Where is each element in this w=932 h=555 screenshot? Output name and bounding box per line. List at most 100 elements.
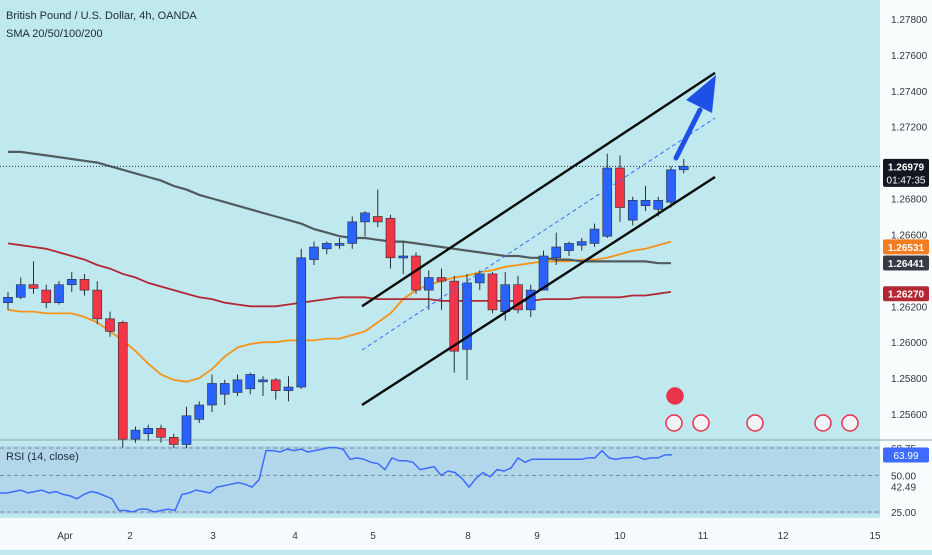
price-label-text: 1.26979 — [888, 162, 925, 173]
chart-title: British Pound / U.S. Dollar, 4h, OANDA — [6, 10, 197, 22]
time-axis — [0, 518, 880, 550]
us-flag-event-icon[interactable] — [841, 414, 859, 432]
candle-body — [270, 379, 281, 391]
candle-body — [513, 284, 523, 311]
candle-body — [219, 383, 230, 395]
y-tick-label: 1.27400 — [891, 87, 928, 98]
candle-body — [283, 386, 294, 391]
flash-event-icon[interactable] — [666, 387, 684, 405]
forecast-arrow-shaft[interactable] — [673, 107, 703, 161]
candle-body — [500, 284, 511, 312]
uk-flag-event-icon[interactable] — [814, 414, 832, 432]
candle-body — [245, 374, 256, 390]
candle-body — [627, 200, 638, 221]
candle-body — [576, 241, 587, 246]
x-tick-label: 5 — [370, 531, 376, 542]
y-tick-label: 1.27600 — [891, 51, 928, 62]
channel-upper-line[interactable] — [361, 71, 716, 308]
candle-body — [321, 243, 332, 250]
rsi-tick-label: 50.00 — [891, 471, 916, 482]
y-tick-label: 1.27800 — [891, 15, 928, 26]
y-tick-label: 1.26600 — [891, 230, 928, 241]
y-tick-label: 1.26200 — [891, 302, 928, 313]
rsi-line — [0, 446, 672, 513]
candle-body — [474, 273, 485, 284]
x-tick-label: 2 — [127, 531, 133, 542]
candle-body — [538, 255, 549, 291]
candle-body — [334, 243, 345, 246]
sma-line-2 — [7, 242, 672, 308]
us-flag-event-icon[interactable] — [665, 414, 683, 432]
candle-body — [602, 167, 613, 237]
candle-body — [15, 284, 26, 298]
price-label-box — [883, 255, 929, 271]
sma-line-3 — [8, 150, 671, 265]
candle-body — [551, 246, 562, 259]
price-label-text: 1.26531 — [888, 243, 925, 254]
candle-body — [54, 284, 64, 303]
x-tick-label: 8 — [465, 531, 471, 542]
us-flag-event-icon[interactable] — [746, 414, 764, 432]
indicator-legend: SMA 20/50/100/200 — [6, 28, 103, 40]
candle-body — [436, 277, 447, 282]
us-flag-event-icon[interactable] — [692, 414, 710, 432]
countdown-text: 01:47:35 — [887, 175, 926, 186]
y-tick-label: 1.27200 — [891, 123, 928, 134]
price-label-box — [883, 286, 929, 302]
candle-body — [117, 322, 128, 440]
price-axis — [880, 0, 932, 550]
candle-body — [423, 277, 434, 291]
candle-body — [28, 284, 39, 289]
channel-mid-line[interactable] — [361, 117, 716, 351]
y-tick-label: 1.26800 — [891, 195, 928, 206]
candle-body — [258, 379, 268, 383]
x-tick-label: 4 — [292, 531, 298, 542]
candle-body — [181, 415, 192, 445]
rsi-value-text: 63.99 — [893, 451, 918, 462]
x-tick-label: 12 — [777, 531, 789, 542]
candle-body — [296, 257, 307, 388]
candle-body — [640, 200, 651, 207]
candle-body — [360, 212, 370, 223]
candle-body — [156, 428, 166, 438]
price-label-text: 1.26270 — [888, 290, 925, 301]
candle-body — [3, 296, 13, 303]
rsi-legend: RSI (14, close) — [6, 451, 79, 463]
candle-body — [92, 289, 103, 320]
rsi-band — [0, 446, 880, 514]
candle-body — [398, 255, 409, 259]
candle-body — [589, 228, 600, 244]
candle-body — [347, 221, 358, 244]
candle-body — [105, 318, 115, 332]
candle-body — [79, 279, 90, 291]
candle-body — [653, 200, 664, 210]
candle-body — [615, 167, 625, 208]
y-tick-label: 1.25600 — [891, 410, 928, 421]
candle-body — [168, 437, 179, 445]
y-tick-label: 1.26000 — [891, 338, 928, 349]
candle-body — [449, 280, 460, 352]
x-tick-label: 3 — [210, 531, 216, 542]
candle-body — [462, 282, 472, 350]
candle-body — [66, 279, 77, 286]
candle-body — [678, 165, 689, 171]
candle-body — [232, 379, 243, 393]
channel-lower-line[interactable] — [361, 175, 716, 407]
candle-body — [372, 216, 383, 223]
x-tick-label: 11 — [698, 531, 709, 542]
candle-body — [666, 169, 676, 203]
candle-body — [385, 217, 396, 259]
forecast-arrow-head[interactable] — [686, 75, 716, 113]
rsi-tick-label: 25.00 — [891, 508, 916, 519]
candle-body — [309, 246, 319, 260]
x-tick-label: Apr — [57, 531, 73, 542]
candle-body — [41, 289, 52, 303]
candle-body — [143, 428, 154, 435]
y-tick-label: 1.25800 — [891, 374, 928, 385]
x-tick-label: 10 — [614, 531, 626, 542]
price-label-text: 1.26441 — [888, 259, 925, 270]
price-label-box — [883, 158, 929, 187]
candle-body — [207, 383, 217, 406]
